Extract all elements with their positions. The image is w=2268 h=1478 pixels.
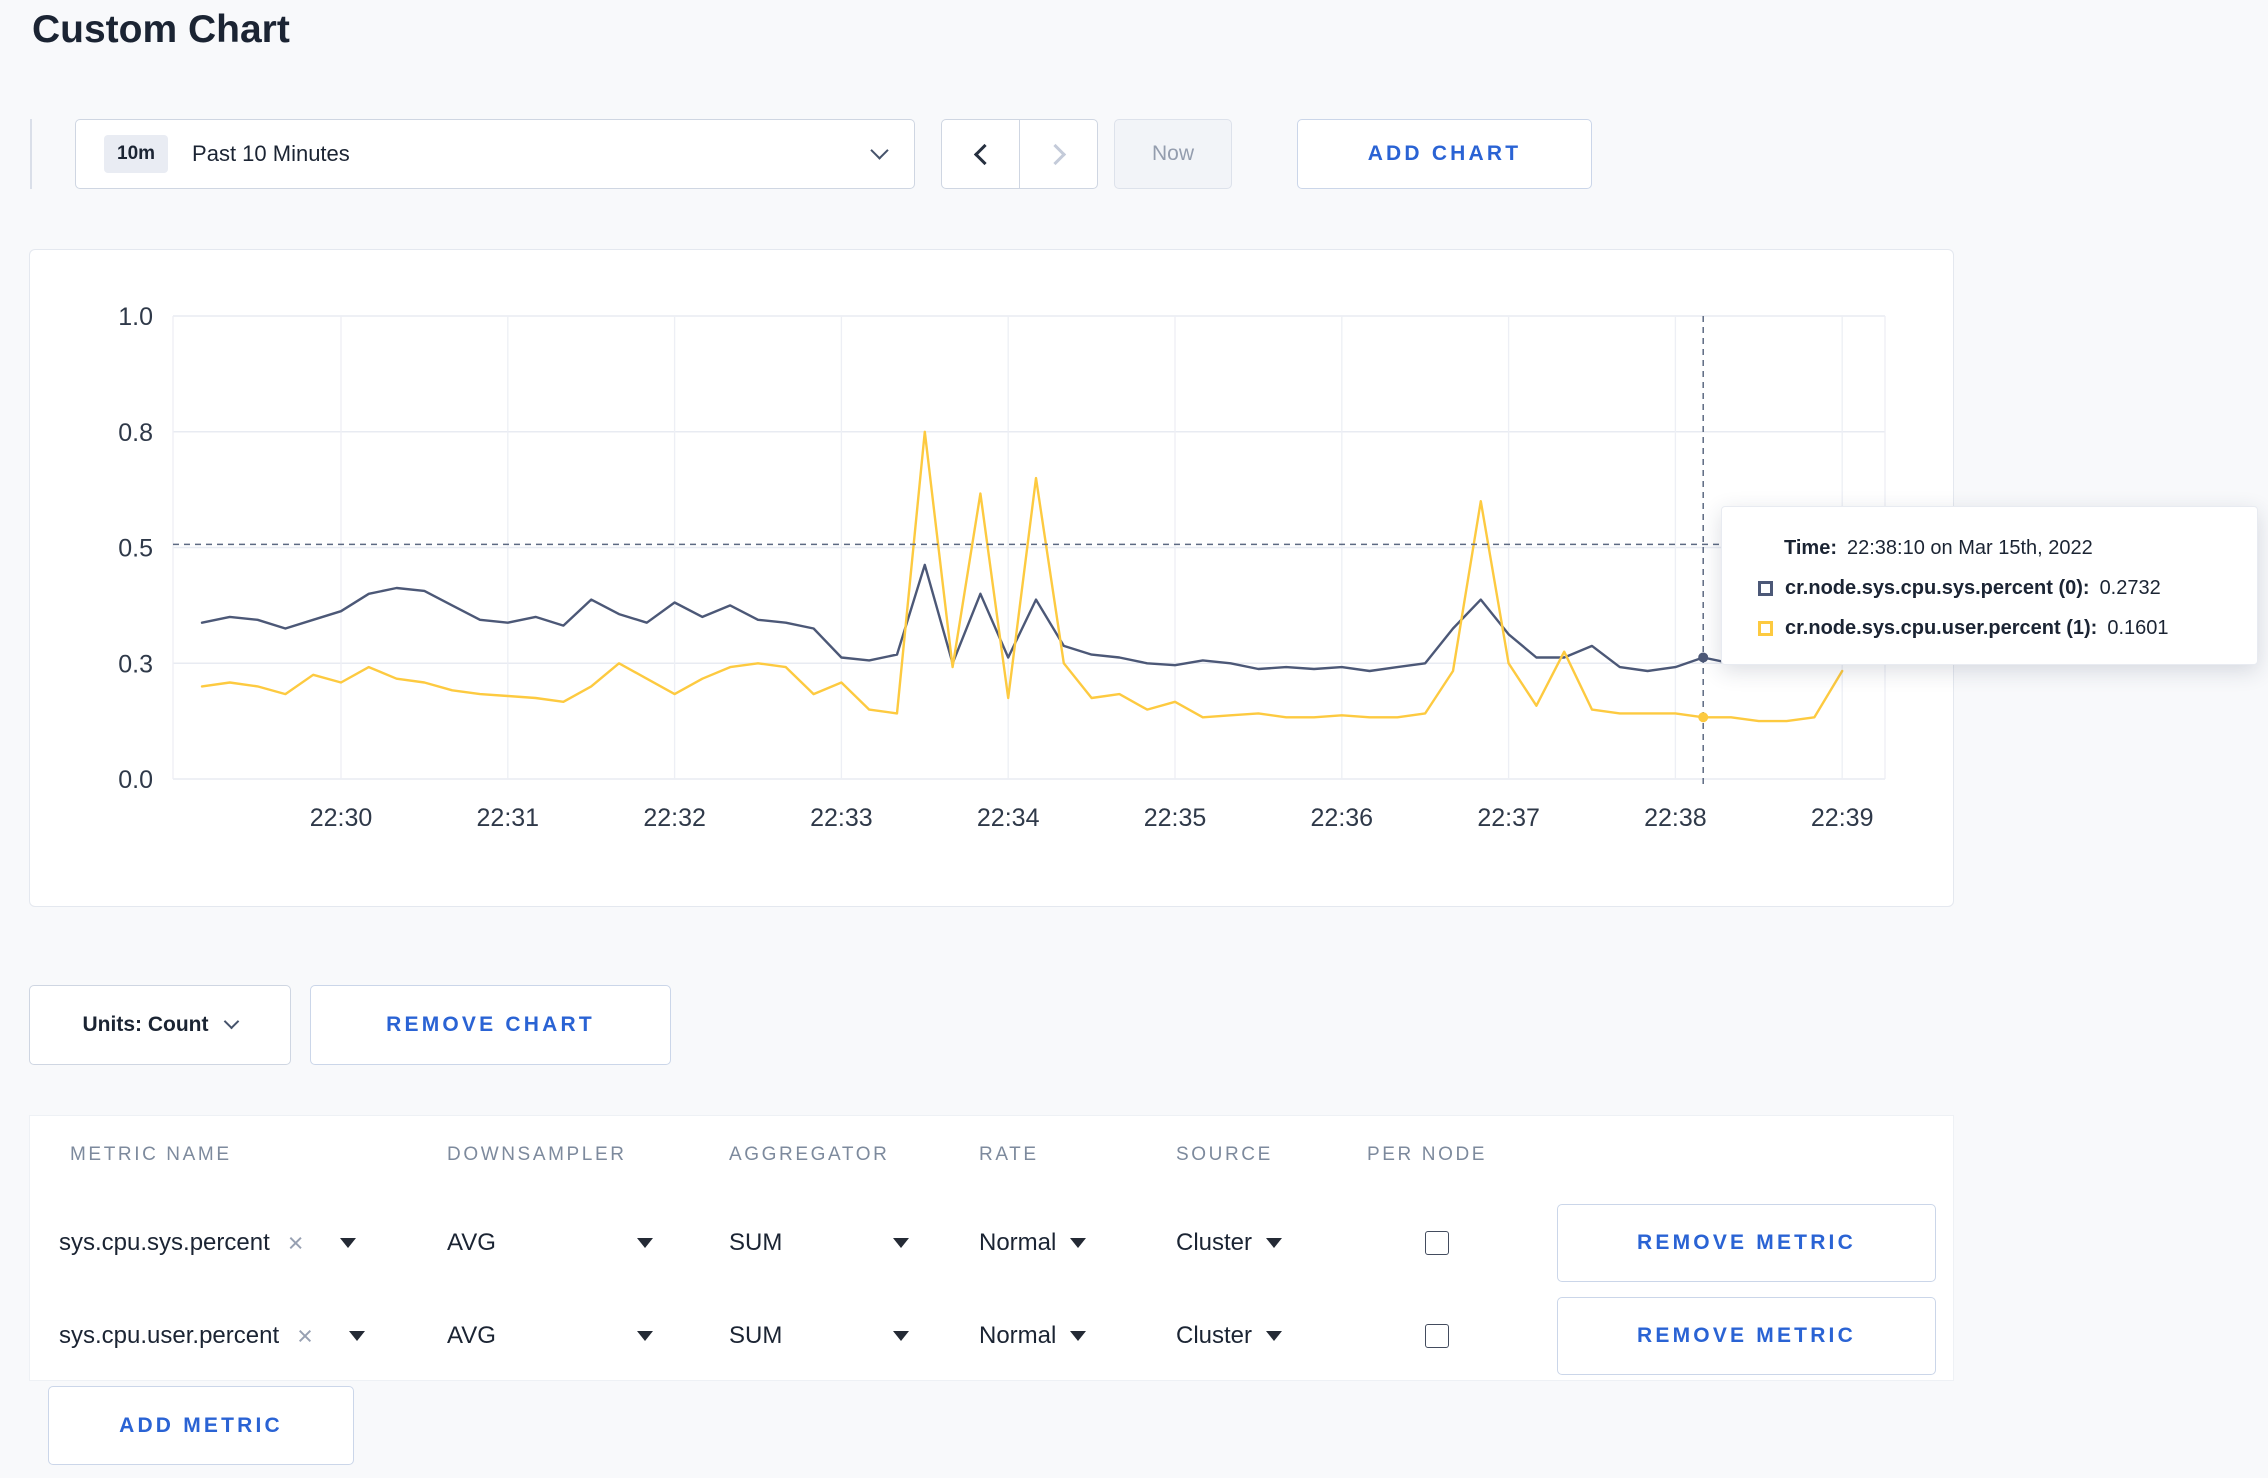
aggregator-select[interactable]: SUM (729, 1229, 909, 1257)
source-select[interactable]: Cluster (1176, 1322, 1283, 1350)
caret-down-icon (1070, 1238, 1087, 1248)
svg-text:0.8: 0.8 (118, 419, 153, 447)
per-node-checkbox[interactable] (1425, 1231, 1449, 1255)
column-header-per-node: PER NODE (1367, 1144, 1488, 1165)
source-select[interactable]: Cluster (1176, 1229, 1283, 1257)
metric-name-value: sys.cpu.sys.percent (59, 1229, 270, 1256)
svg-text:0.5: 0.5 (118, 535, 153, 563)
remove-metric-button[interactable]: REMOVE METRIC (1557, 1297, 1936, 1375)
metrics-chart[interactable]: 0.0 0.3 0.5 0.8 1.0 22:30 22:31 22:32 22:33 22:34… (29, 249, 1954, 907)
caret-down-icon (339, 1238, 356, 1248)
remove-metric-button[interactable]: REMOVE METRIC (1557, 1204, 1936, 1282)
now-button[interactable]: Now (1114, 119, 1232, 189)
column-header-metric-name: METRIC NAME (70, 1144, 232, 1165)
caret-down-icon (1070, 1331, 1087, 1341)
table-row: sys.cpu.user.percent × AVG SUM Normal Cl… (30, 1297, 1953, 1375)
aggregator-value: SUM (729, 1229, 783, 1256)
tooltip-sys-value: 0.2732 (2099, 577, 2161, 599)
rate-value: Normal (979, 1322, 1057, 1349)
metric-name-select[interactable]: sys.cpu.sys.percent × (59, 1229, 356, 1257)
prev-time-range-button[interactable] (941, 119, 1020, 189)
caret-down-icon (637, 1331, 653, 1341)
svg-text:1.0: 1.0 (118, 303, 153, 331)
caret-down-icon (637, 1238, 653, 1248)
time-range-select[interactable]: 10m Past 10 Minutes (75, 119, 915, 189)
svg-text:0.3: 0.3 (118, 650, 153, 678)
svg-text:22:31: 22:31 (477, 804, 540, 832)
downsampler-value: AVG (447, 1229, 496, 1256)
caret-down-icon (1266, 1238, 1283, 1248)
units-select[interactable]: Units: Count (29, 985, 291, 1065)
chart-plot-area[interactable]: 0.0 0.3 0.5 0.8 1.0 22:30 22:31 22:32 22:33 22:34… (30, 250, 1955, 908)
metric-name-value: sys.cpu.user.percent (59, 1322, 280, 1349)
remove-chart-button[interactable]: REMOVE CHART (310, 985, 671, 1065)
tooltip-user-label: cr.node.sys.cpu.user.percent (1): (1785, 617, 2098, 639)
time-range-label: Past 10 Minutes (192, 141, 350, 166)
per-node-checkbox[interactable] (1425, 1324, 1449, 1348)
series-user-legend-icon (1758, 621, 1773, 636)
column-header-source: SOURCE (1176, 1144, 1273, 1165)
add-chart-button[interactable]: ADD CHART (1297, 119, 1592, 189)
chevron-right-icon (1044, 143, 1066, 165)
caret-down-icon (893, 1238, 909, 1248)
tooltip-sys-label: cr.node.sys.cpu.sys.percent (0): (1785, 577, 2090, 599)
svg-text:22:35: 22:35 (1144, 804, 1207, 832)
tooltip-time-label: Time: (1784, 537, 1837, 559)
metric-name-select[interactable]: sys.cpu.user.percent × (59, 1322, 365, 1350)
clear-metric-icon[interactable]: × (297, 1320, 313, 1351)
next-time-range-button[interactable] (1019, 119, 1098, 189)
caret-down-icon (348, 1331, 365, 1341)
tooltip-time-value: 22:38:10 on Mar 15th, 2022 (1846, 537, 2093, 559)
rate-value: Normal (979, 1229, 1057, 1256)
clear-metric-icon[interactable]: × (287, 1227, 304, 1258)
tooltip-series-sys: cr.node.sys.cpu.sys.percent (0): 0.2732 (1758, 577, 2227, 600)
column-header-aggregator: AGGREGATOR (729, 1144, 890, 1165)
source-value: Cluster (1176, 1229, 1253, 1256)
rate-select[interactable]: Normal (979, 1322, 1087, 1350)
caret-down-icon (1266, 1331, 1283, 1341)
chevron-left-icon (973, 143, 995, 165)
series-sys-legend-icon (1758, 581, 1773, 596)
add-metric-button[interactable]: ADD METRIC (48, 1386, 354, 1465)
page-title: Custom Chart (32, 8, 290, 51)
chevron-down-icon (870, 141, 889, 160)
table-row: sys.cpu.sys.percent × AVG SUM Normal Clu… (30, 1204, 1953, 1282)
downsampler-select[interactable]: AVG (447, 1322, 653, 1350)
rate-select[interactable]: Normal (979, 1229, 1087, 1257)
column-header-rate: RATE (979, 1144, 1039, 1165)
svg-text:0.0: 0.0 (118, 766, 153, 794)
svg-text:22:37: 22:37 (1477, 804, 1540, 832)
tooltip-series-user: cr.node.sys.cpu.user.percent (1): 0.1601 (1758, 617, 2227, 640)
svg-text:22:33: 22:33 (810, 804, 873, 832)
units-label: Units: Count (82, 1013, 209, 1036)
metrics-table: METRIC NAME DOWNSAMPLER AGGREGATOR RATE … (29, 1115, 1954, 1381)
source-value: Cluster (1176, 1322, 1253, 1349)
svg-text:22:32: 22:32 (643, 804, 706, 832)
tooltip-time: Time: 22:38:10 on Mar 15th, 2022 (1784, 537, 2227, 560)
svg-text:22:30: 22:30 (310, 804, 373, 832)
column-header-downsampler: DOWNSAMPLER (447, 1144, 627, 1165)
tooltip-user-value: 0.1601 (2107, 617, 2169, 639)
chart-tooltip: Time: 22:38:10 on Mar 15th, 2022 cr.node… (1721, 506, 2258, 665)
svg-text:22:34: 22:34 (977, 804, 1040, 832)
caret-down-icon (893, 1331, 909, 1341)
aggregator-value: SUM (729, 1322, 783, 1349)
svg-text:22:38: 22:38 (1644, 804, 1707, 832)
downsampler-value: AVG (447, 1322, 496, 1349)
svg-text:22:36: 22:36 (1311, 804, 1374, 832)
time-window-badge: 10m (104, 135, 169, 173)
downsampler-select[interactable]: AVG (447, 1229, 653, 1257)
aggregator-select[interactable]: SUM (729, 1322, 909, 1350)
chevron-down-icon (224, 1013, 240, 1030)
toolbar-divider (30, 119, 32, 189)
svg-text:22:39: 22:39 (1811, 804, 1874, 832)
